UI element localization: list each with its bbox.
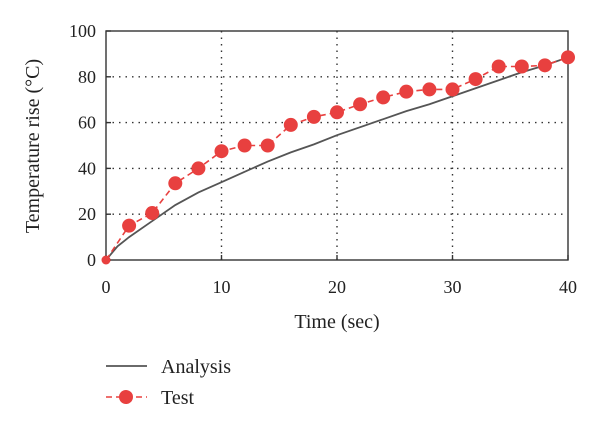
legend: Analysis Test bbox=[106, 356, 231, 409]
data-point-test bbox=[399, 84, 414, 99]
data-point-test bbox=[376, 90, 391, 105]
legend-label-test: Test bbox=[161, 387, 194, 409]
data-point-test bbox=[491, 59, 506, 74]
data-point-test bbox=[145, 206, 160, 221]
data-point-test bbox=[445, 82, 460, 97]
y-tick-label: 0 bbox=[87, 250, 96, 270]
x-tick-label: 10 bbox=[213, 277, 231, 297]
data-point-test bbox=[468, 72, 483, 87]
grid bbox=[106, 31, 568, 260]
y-tick-label: 80 bbox=[78, 67, 96, 87]
data-point-test bbox=[191, 161, 206, 176]
series-line-test bbox=[105, 56, 569, 261]
series-line-analysis bbox=[105, 56, 569, 261]
data-point-test bbox=[283, 117, 298, 132]
y-tick-label: 60 bbox=[78, 113, 96, 133]
data-point-test bbox=[330, 105, 344, 120]
data-point-test bbox=[306, 109, 321, 124]
legend-label-analysis: Analysis bbox=[161, 356, 231, 378]
data-point-test bbox=[422, 82, 437, 97]
y-tick-label: 40 bbox=[78, 158, 96, 178]
data-point-test bbox=[514, 59, 529, 74]
data-point-test bbox=[537, 58, 552, 73]
x-tick-label: 40 bbox=[559, 277, 577, 297]
y-tick-label: 100 bbox=[69, 21, 96, 41]
data-point-test bbox=[561, 50, 575, 65]
data-point-test bbox=[168, 176, 183, 191]
x-tick-label: 0 bbox=[102, 277, 111, 297]
data-point-test bbox=[353, 97, 368, 112]
data-point-test bbox=[101, 255, 111, 265]
data-point-test bbox=[237, 138, 252, 153]
series bbox=[101, 50, 575, 265]
y-axis-title: Temperature rise (°C) bbox=[22, 59, 44, 233]
x-tick-label: 20 bbox=[328, 277, 346, 297]
legend-marker-test bbox=[119, 390, 133, 404]
y-tick-label: 20 bbox=[78, 204, 96, 224]
x-tick-label: 30 bbox=[444, 277, 462, 297]
data-point-test bbox=[260, 138, 275, 153]
axis-ticks: 0 10 20 30 40 0 20 40 60 80 100 bbox=[69, 21, 577, 297]
data-point-test bbox=[214, 144, 229, 159]
data-point-test bbox=[122, 218, 137, 233]
x-axis-title: Time (sec) bbox=[294, 311, 379, 333]
